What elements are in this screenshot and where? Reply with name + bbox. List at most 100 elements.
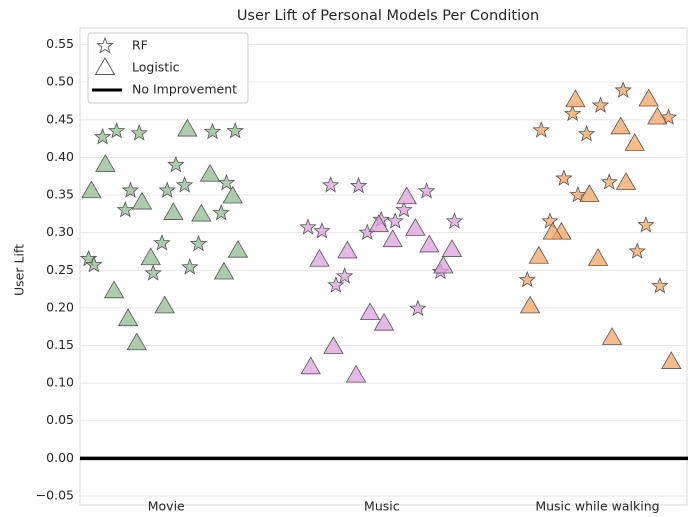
point: [624, 133, 645, 151]
point: [395, 200, 413, 218]
point: [433, 255, 454, 274]
point: [191, 203, 212, 222]
legend-marker: [96, 36, 114, 54]
y-tick-label: 0.05: [46, 412, 74, 427]
point: [359, 302, 381, 321]
legend-label: No Improvement: [132, 82, 237, 97]
point: [396, 186, 417, 205]
point: [349, 176, 368, 194]
point: [177, 118, 198, 137]
point: [579, 184, 600, 202]
point: [203, 122, 222, 140]
point: [519, 295, 541, 314]
point: [445, 212, 464, 229]
y-tick-label: 0.15: [46, 337, 74, 352]
legend-label: RF: [132, 38, 148, 53]
point: [382, 229, 403, 248]
point: [518, 270, 536, 288]
point: [163, 202, 184, 220]
y-tick-label: 0.45: [46, 111, 74, 126]
point: [337, 240, 358, 259]
point: [417, 182, 436, 199]
point: [600, 173, 618, 190]
x-tick-label: Music: [364, 499, 400, 514]
x-tick-label: Music while walking: [535, 499, 659, 514]
point: [541, 212, 559, 229]
point: [386, 212, 404, 229]
point: [153, 234, 171, 251]
point: [217, 173, 236, 191]
legend-label: Logistic: [132, 60, 180, 75]
point: [81, 180, 102, 199]
legend-marker: [94, 57, 116, 75]
point: [212, 203, 230, 221]
point: [167, 155, 185, 173]
point: [313, 221, 331, 239]
y-tick-label: 0.25: [46, 262, 74, 277]
point: [309, 248, 330, 267]
plot-area: [79, 27, 688, 506]
point: [227, 239, 249, 258]
y-tick-label: 0.40: [46, 149, 74, 164]
point: [591, 96, 610, 113]
point: [577, 124, 596, 142]
point: [323, 336, 344, 354]
point: [321, 176, 340, 193]
point: [659, 108, 678, 125]
point: [638, 88, 659, 107]
point: [199, 163, 221, 182]
point: [95, 154, 116, 172]
point: [528, 245, 549, 264]
point: [661, 351, 682, 369]
point: [601, 327, 623, 345]
point: [614, 81, 632, 98]
y-tick-label: 0.50: [46, 74, 74, 89]
point: [405, 218, 426, 236]
y-tick-label: 0.35: [46, 187, 74, 202]
point: [181, 258, 199, 275]
chart-title: User Lift of Personal Models Per Conditi…: [237, 8, 539, 24]
point: [300, 356, 321, 375]
point: [154, 295, 175, 314]
point: [542, 221, 563, 240]
point: [130, 124, 148, 141]
point: [565, 89, 586, 108]
point: [647, 106, 668, 125]
point: [615, 172, 637, 190]
y-tick-label: 0.30: [46, 224, 74, 239]
legend-box: [87, 32, 249, 104]
point: [175, 176, 194, 193]
point: [299, 218, 317, 235]
point: [335, 267, 354, 284]
point: [563, 104, 582, 122]
y-tick-label: 0.00: [46, 450, 74, 465]
point: [93, 127, 112, 145]
y-tick-label: −0.05: [36, 487, 74, 502]
point: [419, 234, 440, 253]
point: [144, 264, 162, 281]
y-tick-label: 0.55: [46, 36, 74, 51]
point: [158, 181, 176, 198]
point: [103, 280, 125, 299]
point: [441, 239, 463, 257]
point: [117, 308, 139, 327]
point: [213, 261, 235, 280]
x-tick-label: Movie: [148, 499, 185, 514]
point: [651, 276, 669, 294]
point: [189, 234, 208, 252]
point: [121, 181, 140, 198]
point: [637, 215, 655, 233]
point: [587, 248, 609, 266]
point: [532, 121, 550, 138]
point: [131, 191, 153, 210]
point: [409, 299, 427, 317]
point: [140, 247, 161, 266]
point: [373, 312, 395, 331]
point: [368, 214, 389, 233]
point: [555, 169, 573, 186]
point: [345, 364, 367, 383]
y-tick-label: 0.20: [46, 299, 74, 314]
point: [85, 255, 103, 273]
point: [226, 121, 244, 139]
